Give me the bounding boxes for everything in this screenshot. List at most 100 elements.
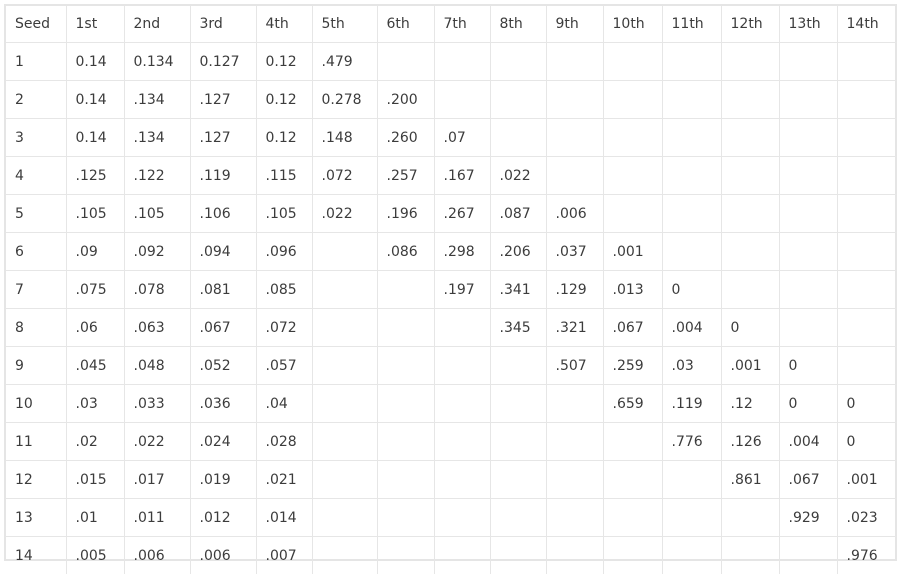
probability-cell: .127: [190, 81, 256, 119]
probability-cell: [779, 43, 837, 81]
probability-cell: .052: [190, 347, 256, 385]
probability-cell: .03: [66, 385, 124, 423]
probability-cell: .023: [837, 499, 897, 537]
table-row: 14.005.006.006.007.976: [6, 537, 897, 574]
probability-cell: .022: [490, 157, 546, 195]
probability-cell: .105: [66, 195, 124, 233]
probability-cell: [837, 81, 897, 119]
probability-cell: .092: [124, 233, 190, 271]
probability-cell: .078: [124, 271, 190, 309]
seed-cell: 14: [6, 537, 66, 574]
probability-cell: [721, 233, 779, 271]
probability-cell: [721, 157, 779, 195]
probability-cell: .167: [434, 157, 490, 195]
seed-cell: 1: [6, 43, 66, 81]
probability-cell: [603, 537, 662, 574]
seed-cell: 6: [6, 233, 66, 271]
probability-cell: [490, 119, 546, 157]
probability-cell: [377, 271, 434, 309]
probability-cell: [603, 423, 662, 461]
seed-cell: 4: [6, 157, 66, 195]
seed-cell: 9: [6, 347, 66, 385]
table-row: 13.01.011.012.014.929.023: [6, 499, 897, 537]
probability-cell: 0.134: [124, 43, 190, 81]
probability-cell: [721, 271, 779, 309]
probability-cell: [490, 43, 546, 81]
probability-cell: [662, 43, 721, 81]
probability-cell: .02: [66, 423, 124, 461]
probability-cell: .072: [256, 309, 312, 347]
probability-cell: .200: [377, 81, 434, 119]
probability-cell: .119: [662, 385, 721, 423]
probability-cell: .072: [312, 157, 377, 195]
probability-cell: .037: [546, 233, 603, 271]
column-header-3rd: 3rd: [190, 6, 256, 43]
probability-cell: .776: [662, 423, 721, 461]
probability-cell: .006: [190, 537, 256, 574]
probability-cell: [603, 43, 662, 81]
probability-cell: .06: [66, 309, 124, 347]
probability-cell: .298: [434, 233, 490, 271]
probability-cell: .115: [256, 157, 312, 195]
probability-cell: [377, 309, 434, 347]
probability-cell: .067: [190, 309, 256, 347]
probability-cell: [546, 461, 603, 499]
probability-cell: [721, 537, 779, 574]
probability-cell: .105: [124, 195, 190, 233]
probability-cell: [490, 423, 546, 461]
probability-cell: .033: [124, 385, 190, 423]
probability-cell: [603, 157, 662, 195]
probability-cell: 0.278: [312, 81, 377, 119]
probability-cell: [490, 537, 546, 574]
probability-cell: .013: [603, 271, 662, 309]
probability-cell: .087: [490, 195, 546, 233]
seed-cell: 11: [6, 423, 66, 461]
probability-cell: .007: [256, 537, 312, 574]
seed-cell: 5: [6, 195, 66, 233]
probability-cell: [377, 423, 434, 461]
probability-cell: .129: [546, 271, 603, 309]
probability-cell: 0.14: [66, 81, 124, 119]
column-header-7th: 7th: [434, 6, 490, 43]
probability-cell: [837, 347, 897, 385]
probability-cell: 0.14: [66, 119, 124, 157]
probability-cell: [490, 81, 546, 119]
probability-cell: .024: [190, 423, 256, 461]
probability-cell: [490, 461, 546, 499]
probability-cell: [603, 119, 662, 157]
seed-cell: 2: [6, 81, 66, 119]
column-header-4th: 4th: [256, 6, 312, 43]
probability-cell: .01: [66, 499, 124, 537]
probability-cell: 0: [837, 385, 897, 423]
probability-cell: [434, 81, 490, 119]
probability-cell: [434, 423, 490, 461]
probability-cell: [312, 271, 377, 309]
column-header-10th: 10th: [603, 6, 662, 43]
probability-cell: .022: [124, 423, 190, 461]
column-header-5th: 5th: [312, 6, 377, 43]
column-header-6th: 6th: [377, 6, 434, 43]
table-row: 6.09.092.094.096.086.298.206.037.001: [6, 233, 897, 271]
probability-cell: [312, 537, 377, 574]
probability-cell: [662, 157, 721, 195]
table-row: 12.015.017.019.021.861.067.001: [6, 461, 897, 499]
probability-cell: [312, 347, 377, 385]
probability-cell: [546, 499, 603, 537]
probability-cell: .127: [190, 119, 256, 157]
column-header-14th: 14th: [837, 6, 897, 43]
probability-cell: .976: [837, 537, 897, 574]
probability-cell: .011: [124, 499, 190, 537]
column-header-13th: 13th: [779, 6, 837, 43]
seed-cell: 3: [6, 119, 66, 157]
probability-cell: [546, 537, 603, 574]
probability-cell: [779, 81, 837, 119]
